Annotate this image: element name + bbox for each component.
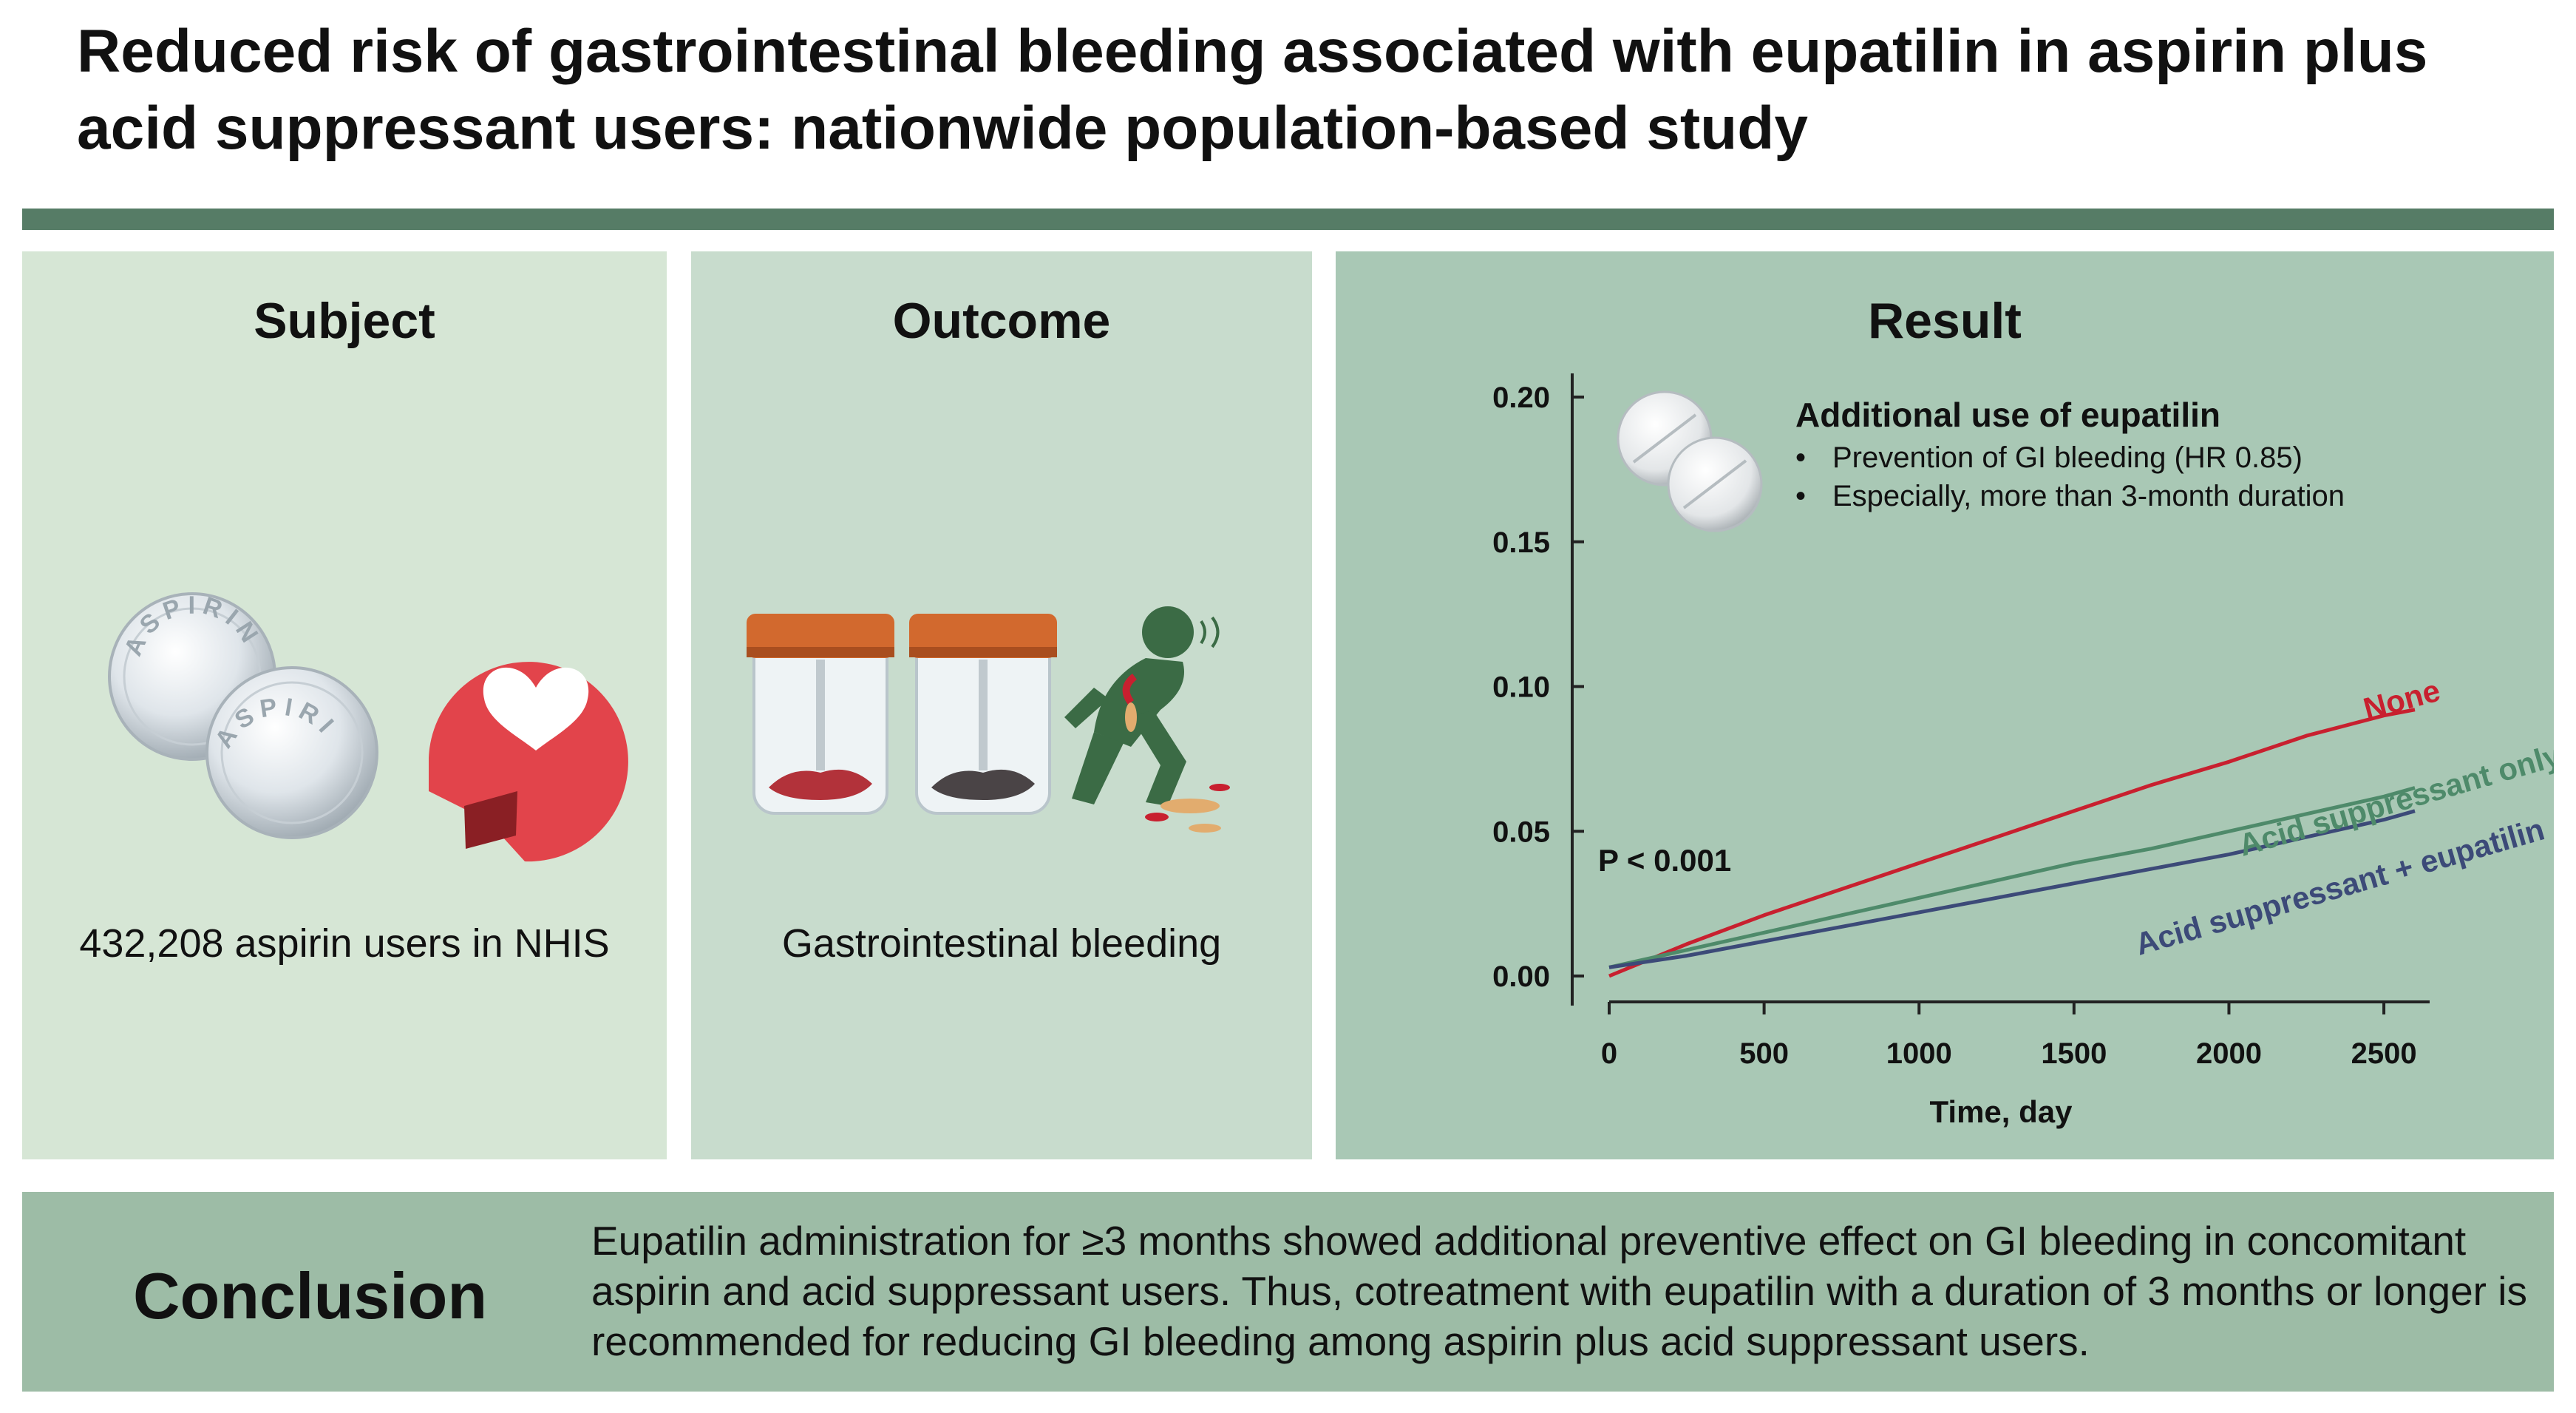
x-tick-label: 1500 xyxy=(2041,1037,2107,1070)
annotation-bullet-1: • xyxy=(1795,441,1806,474)
result-heading: Result xyxy=(1868,293,2022,349)
x-tick-label: 2000 xyxy=(2196,1037,2262,1070)
result-panel: Result 0.00 0.05 0.10 0.15 0.20 0 500 1000 1500… xyxy=(1336,251,2554,1159)
stool-sample-red-icon xyxy=(747,614,894,815)
title-line-1: Reduced risk of gastrointestinal bleedin… xyxy=(77,18,2428,85)
title-line-2: acid suppressant users: nationwide popul… xyxy=(77,95,1808,162)
y-tick-label: 0.00 xyxy=(1492,960,1550,993)
cumulative-incidence-chart: 0.00 0.05 0.10 0.15 0.20 0 500 1000 1500 2000 250… xyxy=(1492,373,2554,1129)
x-tick-label: 0 xyxy=(1601,1037,1617,1070)
annotation-item-1: Prevention of GI bleeding (HR 0.85) xyxy=(1832,441,2303,474)
y-tick-label: 0.10 xyxy=(1492,671,1550,704)
outcome-illustration xyxy=(747,606,1230,833)
series-line-none xyxy=(1608,708,2416,978)
conclusion-text: Eupatilin administration for ≥3 months s… xyxy=(591,1218,2527,1364)
conclusion-panel: Conclusion Eupatilin administration for … xyxy=(22,1192,2554,1392)
y-tick-label: 0.05 xyxy=(1492,816,1550,848)
x-tick-label: 2500 xyxy=(2351,1037,2417,1070)
annotation-heading: Additional use of eupatilin xyxy=(1795,396,2220,434)
conclusion-heading: Conclusion xyxy=(133,1259,488,1332)
y-tick-label: 0.15 xyxy=(1492,526,1550,559)
heart-logo-icon xyxy=(429,662,628,862)
series-line-acid-eupatilin xyxy=(1608,809,2416,969)
title-divider xyxy=(22,209,2554,230)
outcome-caption: Gastrointestinal bleeding xyxy=(781,921,1222,966)
subject-caption: 432,208 aspirin users in NHIS xyxy=(79,921,610,966)
series-label-none: None xyxy=(2359,673,2444,727)
eupatilin-tablet-icon xyxy=(1617,390,1763,532)
p-value-label: P < 0.001 xyxy=(1598,843,1731,878)
annotation-bullet-2: • xyxy=(1795,480,1806,512)
outcome-heading: Outcome xyxy=(892,293,1111,349)
annotation-item-2: Especially, more than 3-month duration xyxy=(1832,480,2345,512)
subject-panel: Subject ASPIRIN ASPIRIN 432,208 aspir xyxy=(22,251,667,1159)
x-tick-label: 1000 xyxy=(1886,1037,1952,1070)
outcome-panel: Outcome xyxy=(691,251,1312,1159)
vomiting-person-icon xyxy=(1064,606,1230,833)
stool-sample-black-icon xyxy=(909,614,1057,815)
aspirin-tablet-icon: ASPIRIN ASPIRIN xyxy=(81,577,628,862)
x-tick-label: 500 xyxy=(1739,1037,1789,1070)
y-tick-label: 0.20 xyxy=(1492,382,1550,414)
x-axis-title: Time, day xyxy=(1930,1094,2073,1129)
subject-heading: Subject xyxy=(254,293,435,349)
series-line-acid-only xyxy=(1608,786,2416,969)
page-title: Reduced risk of gastrointestinal bleedin… xyxy=(77,13,2516,167)
